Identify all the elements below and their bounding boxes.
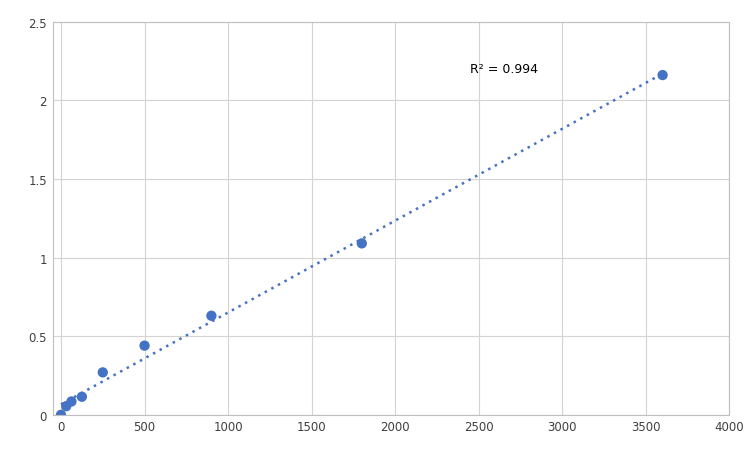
Point (76, 393, 88, 400)
Point (205, 313, 217, 320)
Point (97, 369, 109, 376)
Point (356, 240, 368, 248)
Point (55, 411, 67, 419)
Point (65, 398, 77, 405)
Point (656, 72, 669, 79)
Text: R² = 0.994: R² = 0.994 (471, 63, 538, 76)
Point (60, 403, 72, 410)
Point (138, 342, 150, 350)
